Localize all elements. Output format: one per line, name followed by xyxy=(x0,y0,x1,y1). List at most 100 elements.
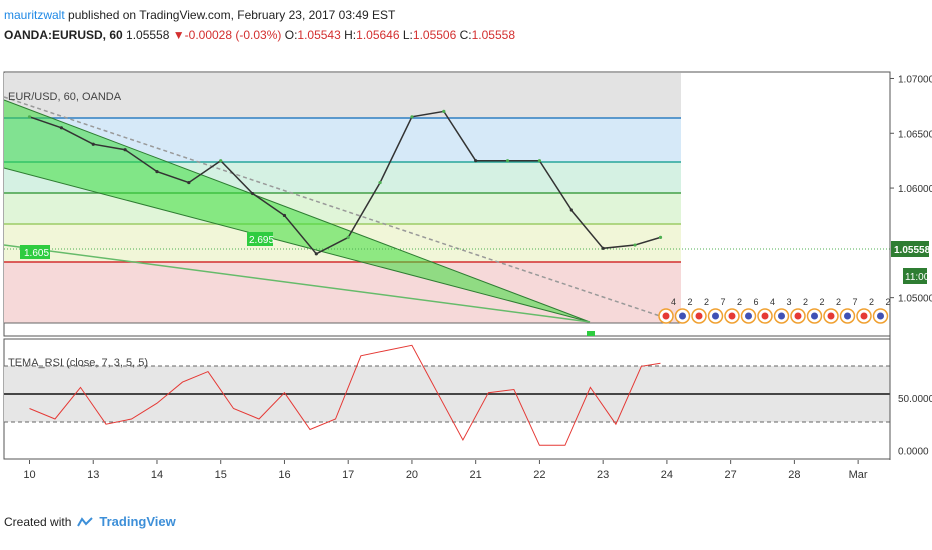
symbol-line: OANDA:EURUSD, 60 1.05558 ▼-0.00028 (-0.0… xyxy=(4,28,515,42)
price-point xyxy=(378,180,382,185)
event-flag-count: 2 xyxy=(869,297,874,307)
price-point xyxy=(187,180,191,185)
event-flag-count: 7 xyxy=(721,297,726,307)
event-flag-count: 4 xyxy=(671,297,676,307)
rsi-title: TEMA_RSI (close, 7, 3, 5, 5) xyxy=(8,357,148,369)
author-link[interactable]: mauritzwalt xyxy=(4,8,65,22)
last-price-tag-label: 1.05558 xyxy=(894,245,931,256)
price-point xyxy=(658,235,663,239)
price-point xyxy=(123,148,127,152)
price-point xyxy=(537,159,542,163)
channel-label-2: 2.695 xyxy=(249,235,274,246)
price-point xyxy=(442,109,446,113)
channel-lower-line xyxy=(3,244,591,323)
time-tick-label: 15 xyxy=(215,469,227,481)
price-point xyxy=(505,159,510,163)
flag-badge-icon xyxy=(745,312,752,320)
event-flag-count: 2 xyxy=(820,297,825,307)
time-tick-label: 23 xyxy=(597,469,609,481)
flag-badge-icon xyxy=(827,312,835,320)
high-value: 1.05646 xyxy=(356,28,400,42)
time-tick-label: 16 xyxy=(278,469,290,481)
change-value: -0.00028 (-0.03%) xyxy=(184,28,282,42)
time-tick-label: 28 xyxy=(788,469,800,481)
footer: Created with TradingView xyxy=(4,514,176,529)
time-tick-label: 27 xyxy=(725,469,737,481)
price-point xyxy=(601,246,605,250)
symbol-label: OANDA:EURUSD, 60 xyxy=(4,28,123,42)
price-point xyxy=(569,208,573,212)
time-tick-label: 20 xyxy=(406,469,418,481)
price-axis-ticks: 1.07000 1.06500 1.06000 1.05000 xyxy=(890,74,932,305)
price-series xyxy=(27,109,663,256)
flag-badge-icon xyxy=(811,312,818,320)
event-flags[interactable]: 4 2 2 7 2 6 4 3 2 2 2 7 2 2 xyxy=(658,297,891,324)
event-flag-count: 6 xyxy=(754,297,759,307)
price-point xyxy=(155,170,159,174)
close-value: 1.05558 xyxy=(471,28,516,42)
anchor-marker xyxy=(587,331,595,336)
open-value: 1.05543 xyxy=(297,28,341,42)
rsi-axis-ticks: 50.0000 0.0000 xyxy=(898,394,932,458)
event-flag-count: 2 xyxy=(688,297,693,307)
channel-label: 1.605 xyxy=(24,248,49,259)
close-label: C: xyxy=(459,28,472,42)
price-tick-label: 1.05000 xyxy=(898,294,932,305)
event-flag-count: 2 xyxy=(737,297,742,307)
price-point xyxy=(219,159,223,163)
flag-badge-icon xyxy=(662,312,670,320)
published-text: published on TradingView.com, February 2… xyxy=(68,8,396,22)
flag-badge-icon xyxy=(695,312,703,320)
time-tick-label: 21 xyxy=(470,469,482,481)
price-point xyxy=(59,126,63,130)
fib-zone-red xyxy=(4,262,681,323)
high-label: H: xyxy=(344,28,357,42)
price-point xyxy=(27,115,32,119)
trend-dashed-line xyxy=(3,96,661,317)
event-flag-count: 2 xyxy=(803,297,808,307)
price-point xyxy=(250,191,255,196)
channel-label-box-2 xyxy=(247,232,273,246)
channel-upper-line xyxy=(3,99,591,323)
price-point xyxy=(282,213,287,218)
fib-zone-top xyxy=(4,73,681,118)
time-tick-label: 10 xyxy=(23,469,35,481)
flag-badge-icon xyxy=(728,312,736,320)
time-tick-label: 13 xyxy=(87,469,99,481)
open-label: O: xyxy=(284,28,298,42)
flag-badge-icon xyxy=(877,312,884,320)
last-price-tag xyxy=(891,241,929,257)
event-flag-count: 7 xyxy=(853,297,858,307)
time-tick-label: Mar xyxy=(849,469,868,481)
time-tick-label: 22 xyxy=(533,469,545,481)
rsi-tick-label: 0.0000 xyxy=(898,447,929,458)
flag-badge-icon xyxy=(778,312,785,320)
time-tick-label: 24 xyxy=(661,469,673,481)
flag-badge-icon xyxy=(679,312,686,320)
low-label: L: xyxy=(402,28,413,42)
rsi-line xyxy=(29,344,661,446)
price-point xyxy=(91,142,95,146)
time-tick-label: 17 xyxy=(342,469,354,481)
created-with-label: Created with xyxy=(4,514,72,529)
down-triangle-icon: ▼ xyxy=(172,28,185,42)
chart-title: EUR/USD, 60, OANDA xyxy=(8,91,122,103)
event-flag-count: 3 xyxy=(787,297,792,307)
price-point xyxy=(410,115,414,119)
event-flag-count: 2 xyxy=(886,297,891,307)
price-tick-label: 1.06500 xyxy=(898,129,932,140)
price-tick-label: 1.07000 xyxy=(898,74,932,85)
low-value: 1.05506 xyxy=(412,28,457,42)
time-tick-label: 14 xyxy=(151,469,163,481)
flag-badge-icon xyxy=(860,312,868,320)
last-price: 1.05558 xyxy=(126,28,170,42)
flag-badge-icon xyxy=(794,312,802,320)
price-point xyxy=(314,252,318,256)
tradingview-brand[interactable]: TradingView xyxy=(99,514,176,529)
price-tick-label: 1.06000 xyxy=(898,184,932,195)
channel-label-box xyxy=(20,245,50,259)
tradingview-logo-icon xyxy=(77,516,94,526)
flag-badge-icon xyxy=(844,312,851,320)
